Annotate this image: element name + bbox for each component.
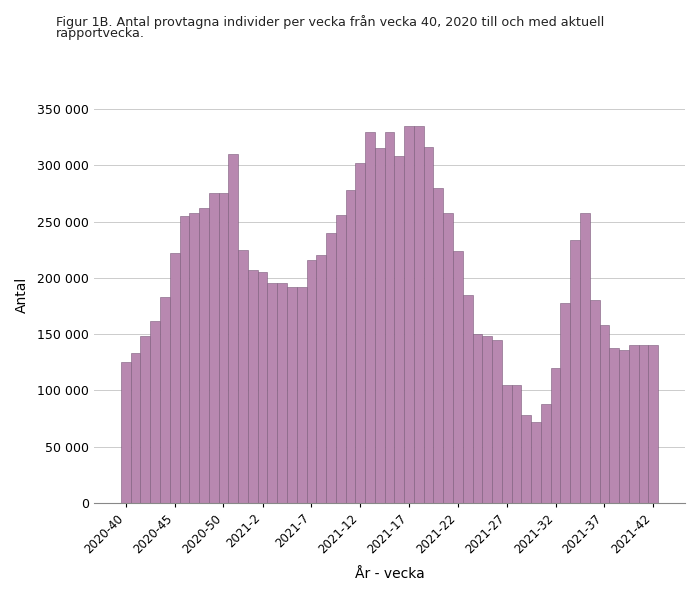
- Bar: [179, 216, 189, 503]
- Bar: [453, 251, 463, 503]
- Bar: [561, 303, 570, 503]
- Bar: [141, 336, 150, 503]
- Bar: [375, 148, 385, 503]
- Bar: [443, 213, 453, 503]
- Bar: [199, 208, 209, 503]
- Bar: [297, 287, 307, 503]
- Bar: [218, 194, 228, 503]
- Bar: [287, 287, 297, 503]
- Text: rapportvecka.: rapportvecka.: [56, 27, 145, 40]
- Y-axis label: Antal: Antal: [15, 277, 29, 313]
- Bar: [404, 126, 414, 503]
- Bar: [307, 260, 316, 503]
- Bar: [570, 240, 580, 503]
- X-axis label: År - vecka: År - vecka: [355, 567, 424, 581]
- Bar: [209, 194, 218, 503]
- Bar: [414, 126, 424, 503]
- Bar: [638, 345, 648, 503]
- Bar: [619, 350, 629, 503]
- Bar: [609, 347, 619, 503]
- Bar: [541, 404, 551, 503]
- Bar: [326, 233, 336, 503]
- Bar: [131, 353, 141, 503]
- Bar: [424, 147, 433, 503]
- Bar: [346, 190, 356, 503]
- Bar: [394, 156, 404, 503]
- Bar: [258, 272, 267, 503]
- Bar: [473, 334, 482, 503]
- Bar: [629, 345, 638, 503]
- Bar: [502, 384, 512, 503]
- Bar: [170, 253, 179, 503]
- Bar: [150, 321, 160, 503]
- Bar: [228, 154, 238, 503]
- Bar: [336, 215, 346, 503]
- Bar: [590, 300, 599, 503]
- Bar: [599, 325, 609, 503]
- Bar: [551, 368, 561, 503]
- Bar: [277, 284, 287, 503]
- Bar: [482, 336, 492, 503]
- Bar: [267, 284, 277, 503]
- Bar: [648, 345, 658, 503]
- Bar: [316, 255, 326, 503]
- Bar: [580, 213, 590, 503]
- Bar: [433, 188, 443, 503]
- Bar: [531, 422, 541, 503]
- Bar: [248, 270, 258, 503]
- Bar: [160, 297, 170, 503]
- Bar: [365, 132, 375, 503]
- Bar: [189, 213, 199, 503]
- Bar: [385, 132, 394, 503]
- Bar: [238, 250, 248, 503]
- Bar: [512, 384, 522, 503]
- Bar: [522, 415, 531, 503]
- Bar: [463, 294, 473, 503]
- Text: Figur 1B. Antal provtagna individer per vecka från vecka 40, 2020 till och med a: Figur 1B. Antal provtagna individer per …: [56, 15, 604, 29]
- Bar: [121, 362, 131, 503]
- Bar: [356, 163, 365, 503]
- Bar: [492, 340, 502, 503]
